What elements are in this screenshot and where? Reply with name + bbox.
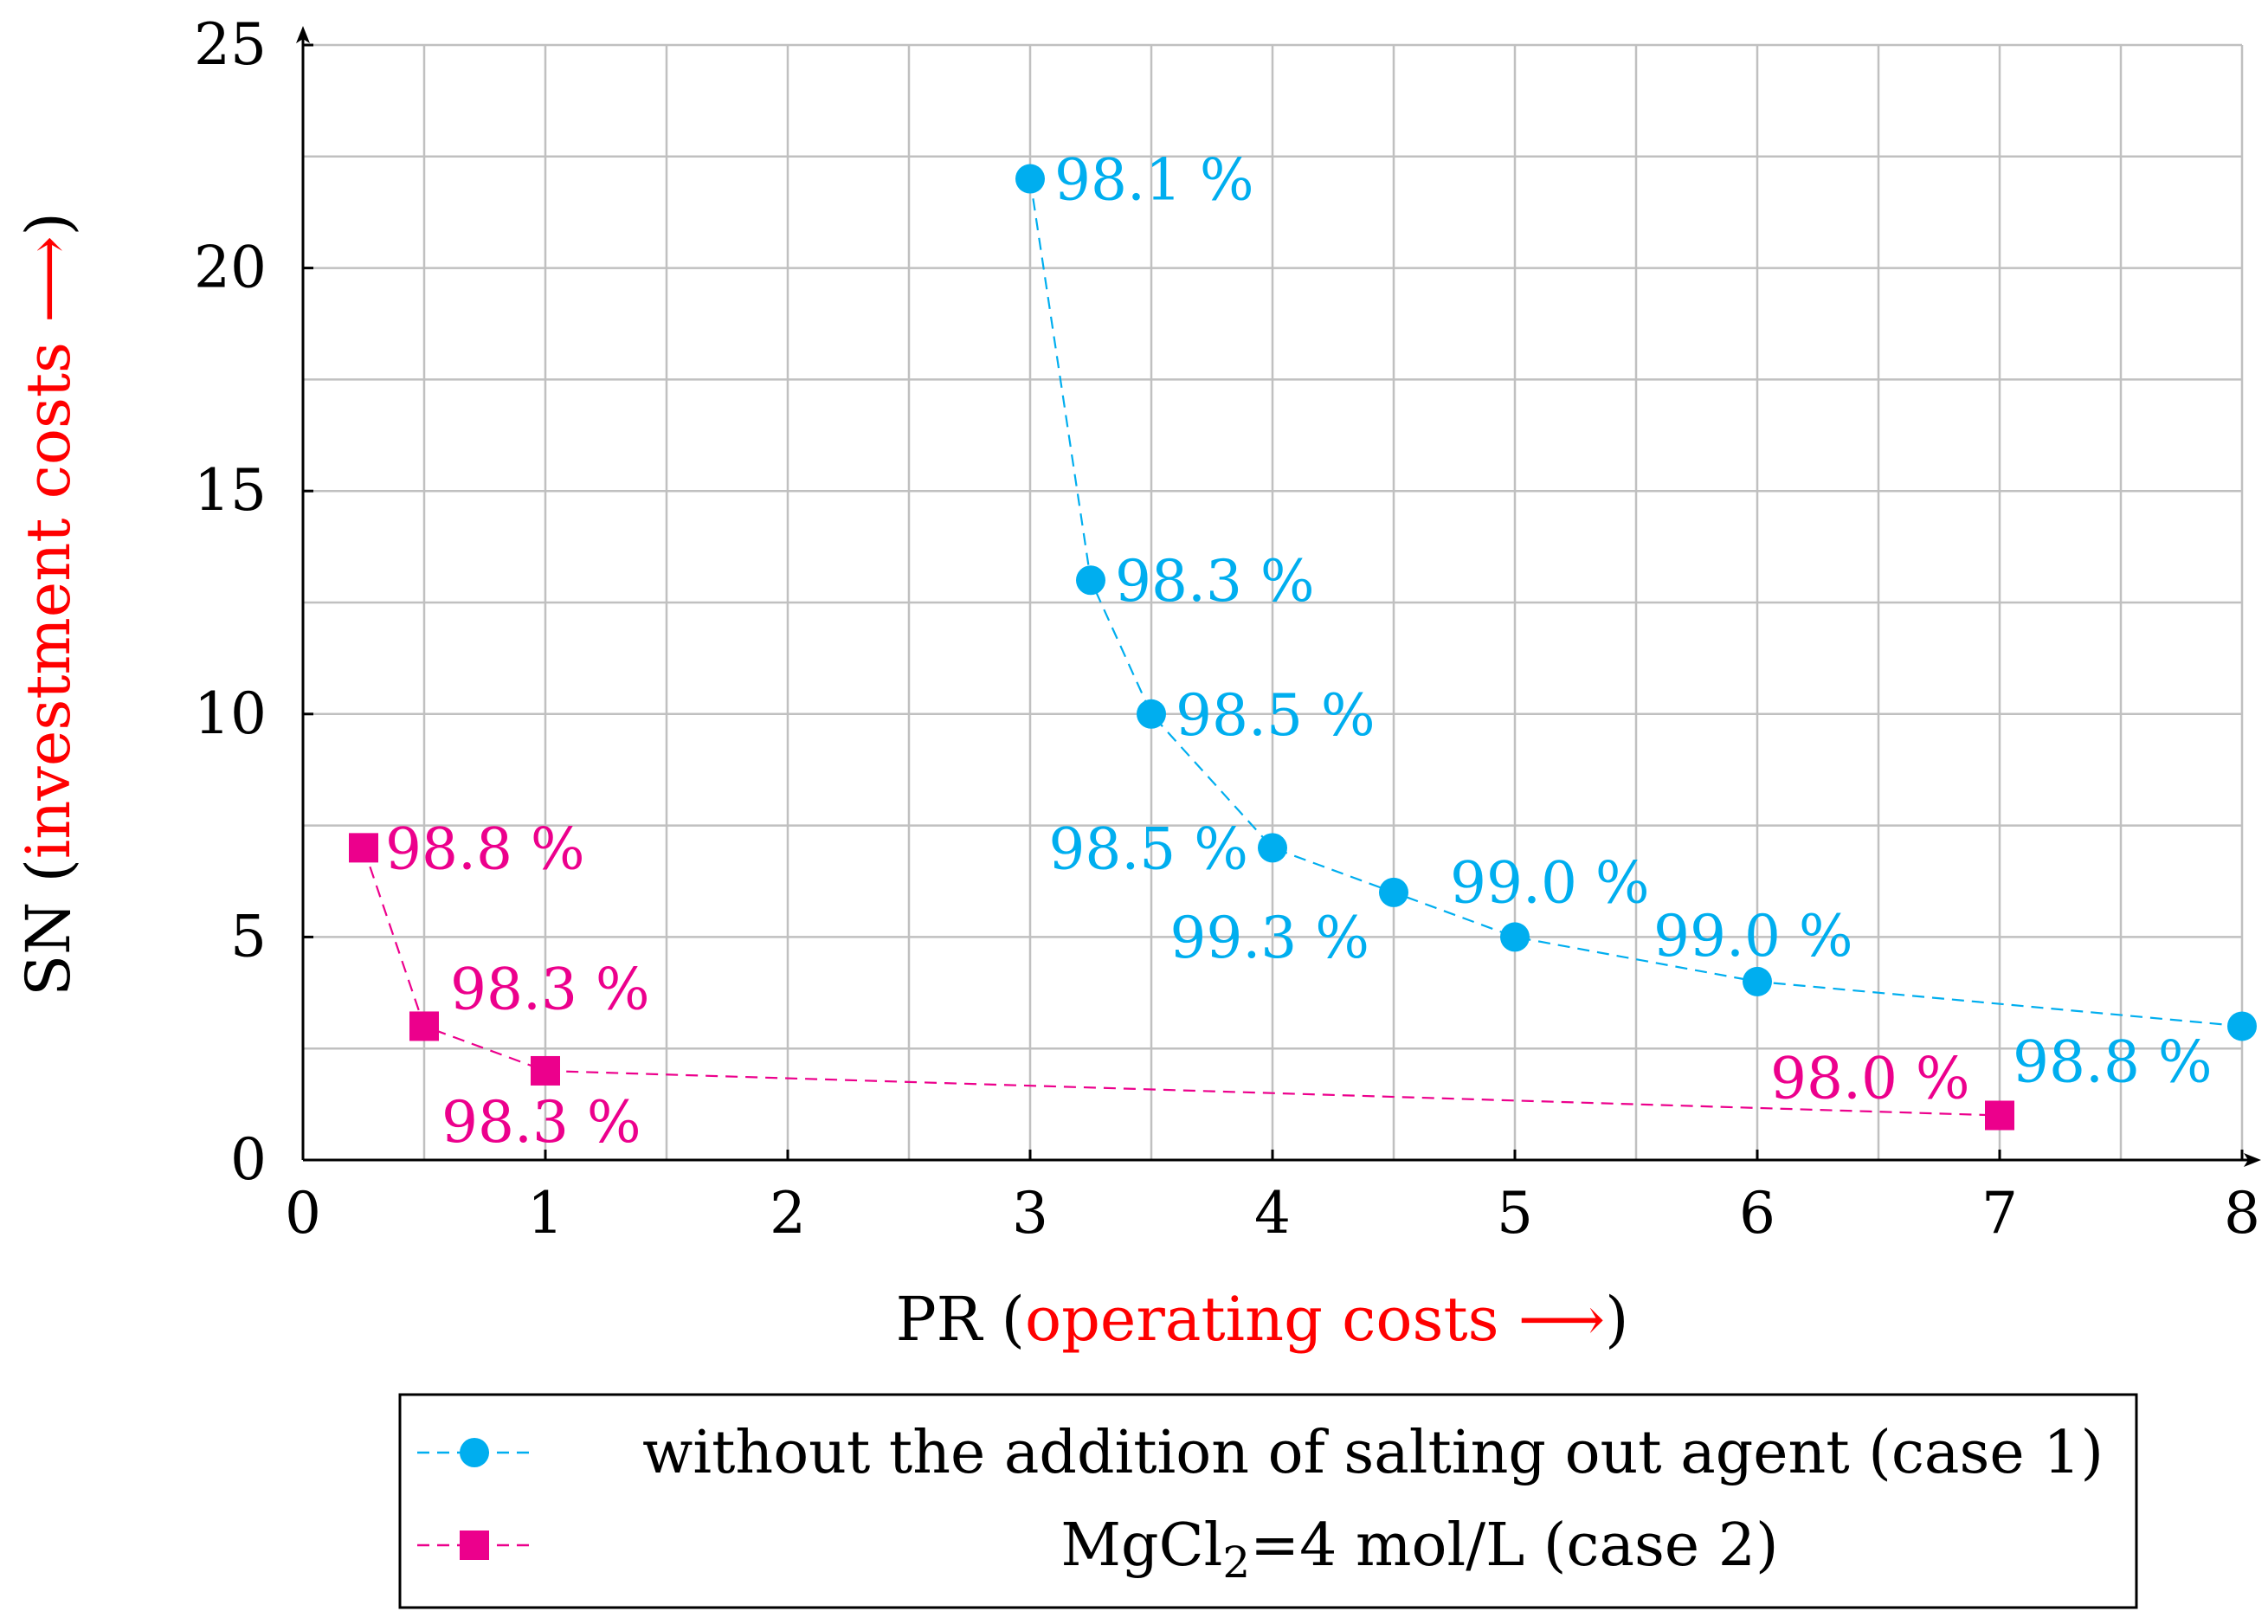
data-label: 99.0 % (1450, 849, 1650, 916)
y-tick-label: 25 (194, 11, 267, 78)
data-point (531, 1055, 560, 1086)
x-axis-title: PR (operating costs ⟶) (896, 1284, 1629, 1355)
series-1: 98.1 % 98.3 % 98.5 % 98.5 % 99.3 % 99.0 %99.0… (1015, 147, 2257, 1095)
legend: without the addition of salting out agen… (398, 1393, 2138, 1609)
data-point (409, 1011, 439, 1041)
y-tick-label: 5 (230, 903, 267, 970)
x-tick-label: 5 (1497, 1180, 1533, 1247)
series-2: 98.8 % 98.3 % 98.3 % 98.0 % (349, 815, 2014, 1156)
y-tick-label: 0 (230, 1126, 267, 1193)
data-label: 98.3 % (441, 1089, 641, 1156)
data-point (1258, 833, 1287, 863)
axes (296, 26, 2261, 1167)
data-label: 98.8 % (385, 815, 585, 882)
data-point (1137, 699, 1166, 729)
data-label: 99.3 % (1169, 905, 1369, 971)
tick-labels: 0 1 2 3 4 5 6 7 8 0 5 10 15 20 25 (194, 11, 2260, 1247)
y-tick-label: 20 (194, 235, 267, 301)
data-point (1076, 565, 1105, 596)
data-point (1985, 1100, 2014, 1131)
x-tick-label: 8 (2224, 1180, 2260, 1247)
data-point (2227, 1011, 2257, 1041)
y-tick-label: 10 (194, 680, 267, 747)
y-axis-title: SN (investment costs ⟶) (13, 212, 84, 996)
x-tick-label: 4 (1254, 1180, 1291, 1247)
y-tick-label: 15 (194, 457, 267, 524)
data-label: 99.0 % (1653, 903, 1853, 970)
y-axis-arrow (296, 26, 310, 43)
x-tick-label: 2 (770, 1180, 806, 1247)
x-axis-arrow (2244, 1153, 2261, 1167)
data-point (1015, 164, 1045, 194)
data-label: 98.1 % (1054, 147, 1254, 214)
x-tick-label: 0 (285, 1180, 321, 1247)
series-line (362, 847, 2001, 1117)
x-tick-label: 7 (1981, 1180, 2018, 1247)
data-label: 98.8 % (2013, 1028, 2213, 1095)
x-tick-label: 1 (527, 1180, 564, 1247)
data-point (1500, 922, 1530, 952)
legend-series1-marker (460, 1438, 489, 1467)
legend-box (398, 1393, 2138, 1609)
legend-series2-label: MgCl2=4 mol/L (case 2) (1060, 1511, 1778, 1588)
data-label: 98.5 % (1176, 682, 1376, 749)
legend-series2-marker (460, 1531, 489, 1560)
x-tick-label: 3 (1012, 1180, 1048, 1247)
data-label: 98.0 % (1770, 1045, 1970, 1112)
data-label: 98.3 % (1115, 548, 1315, 615)
data-point (349, 833, 378, 863)
data-point (1743, 966, 1772, 996)
data-series: 98.1 % 98.3 % 98.5 % 98.5 % 99.3 % 99.0 %99.0… (349, 147, 2257, 1156)
data-point (1379, 877, 1408, 907)
data-label: 98.5 % (1048, 815, 1248, 882)
legend-series1-label: without the addition of salting out agen… (642, 1419, 2104, 1487)
data-label: 98.3 % (450, 956, 650, 1022)
x-tick-label: 6 (1739, 1180, 1775, 1247)
series-line (1028, 178, 2243, 1028)
